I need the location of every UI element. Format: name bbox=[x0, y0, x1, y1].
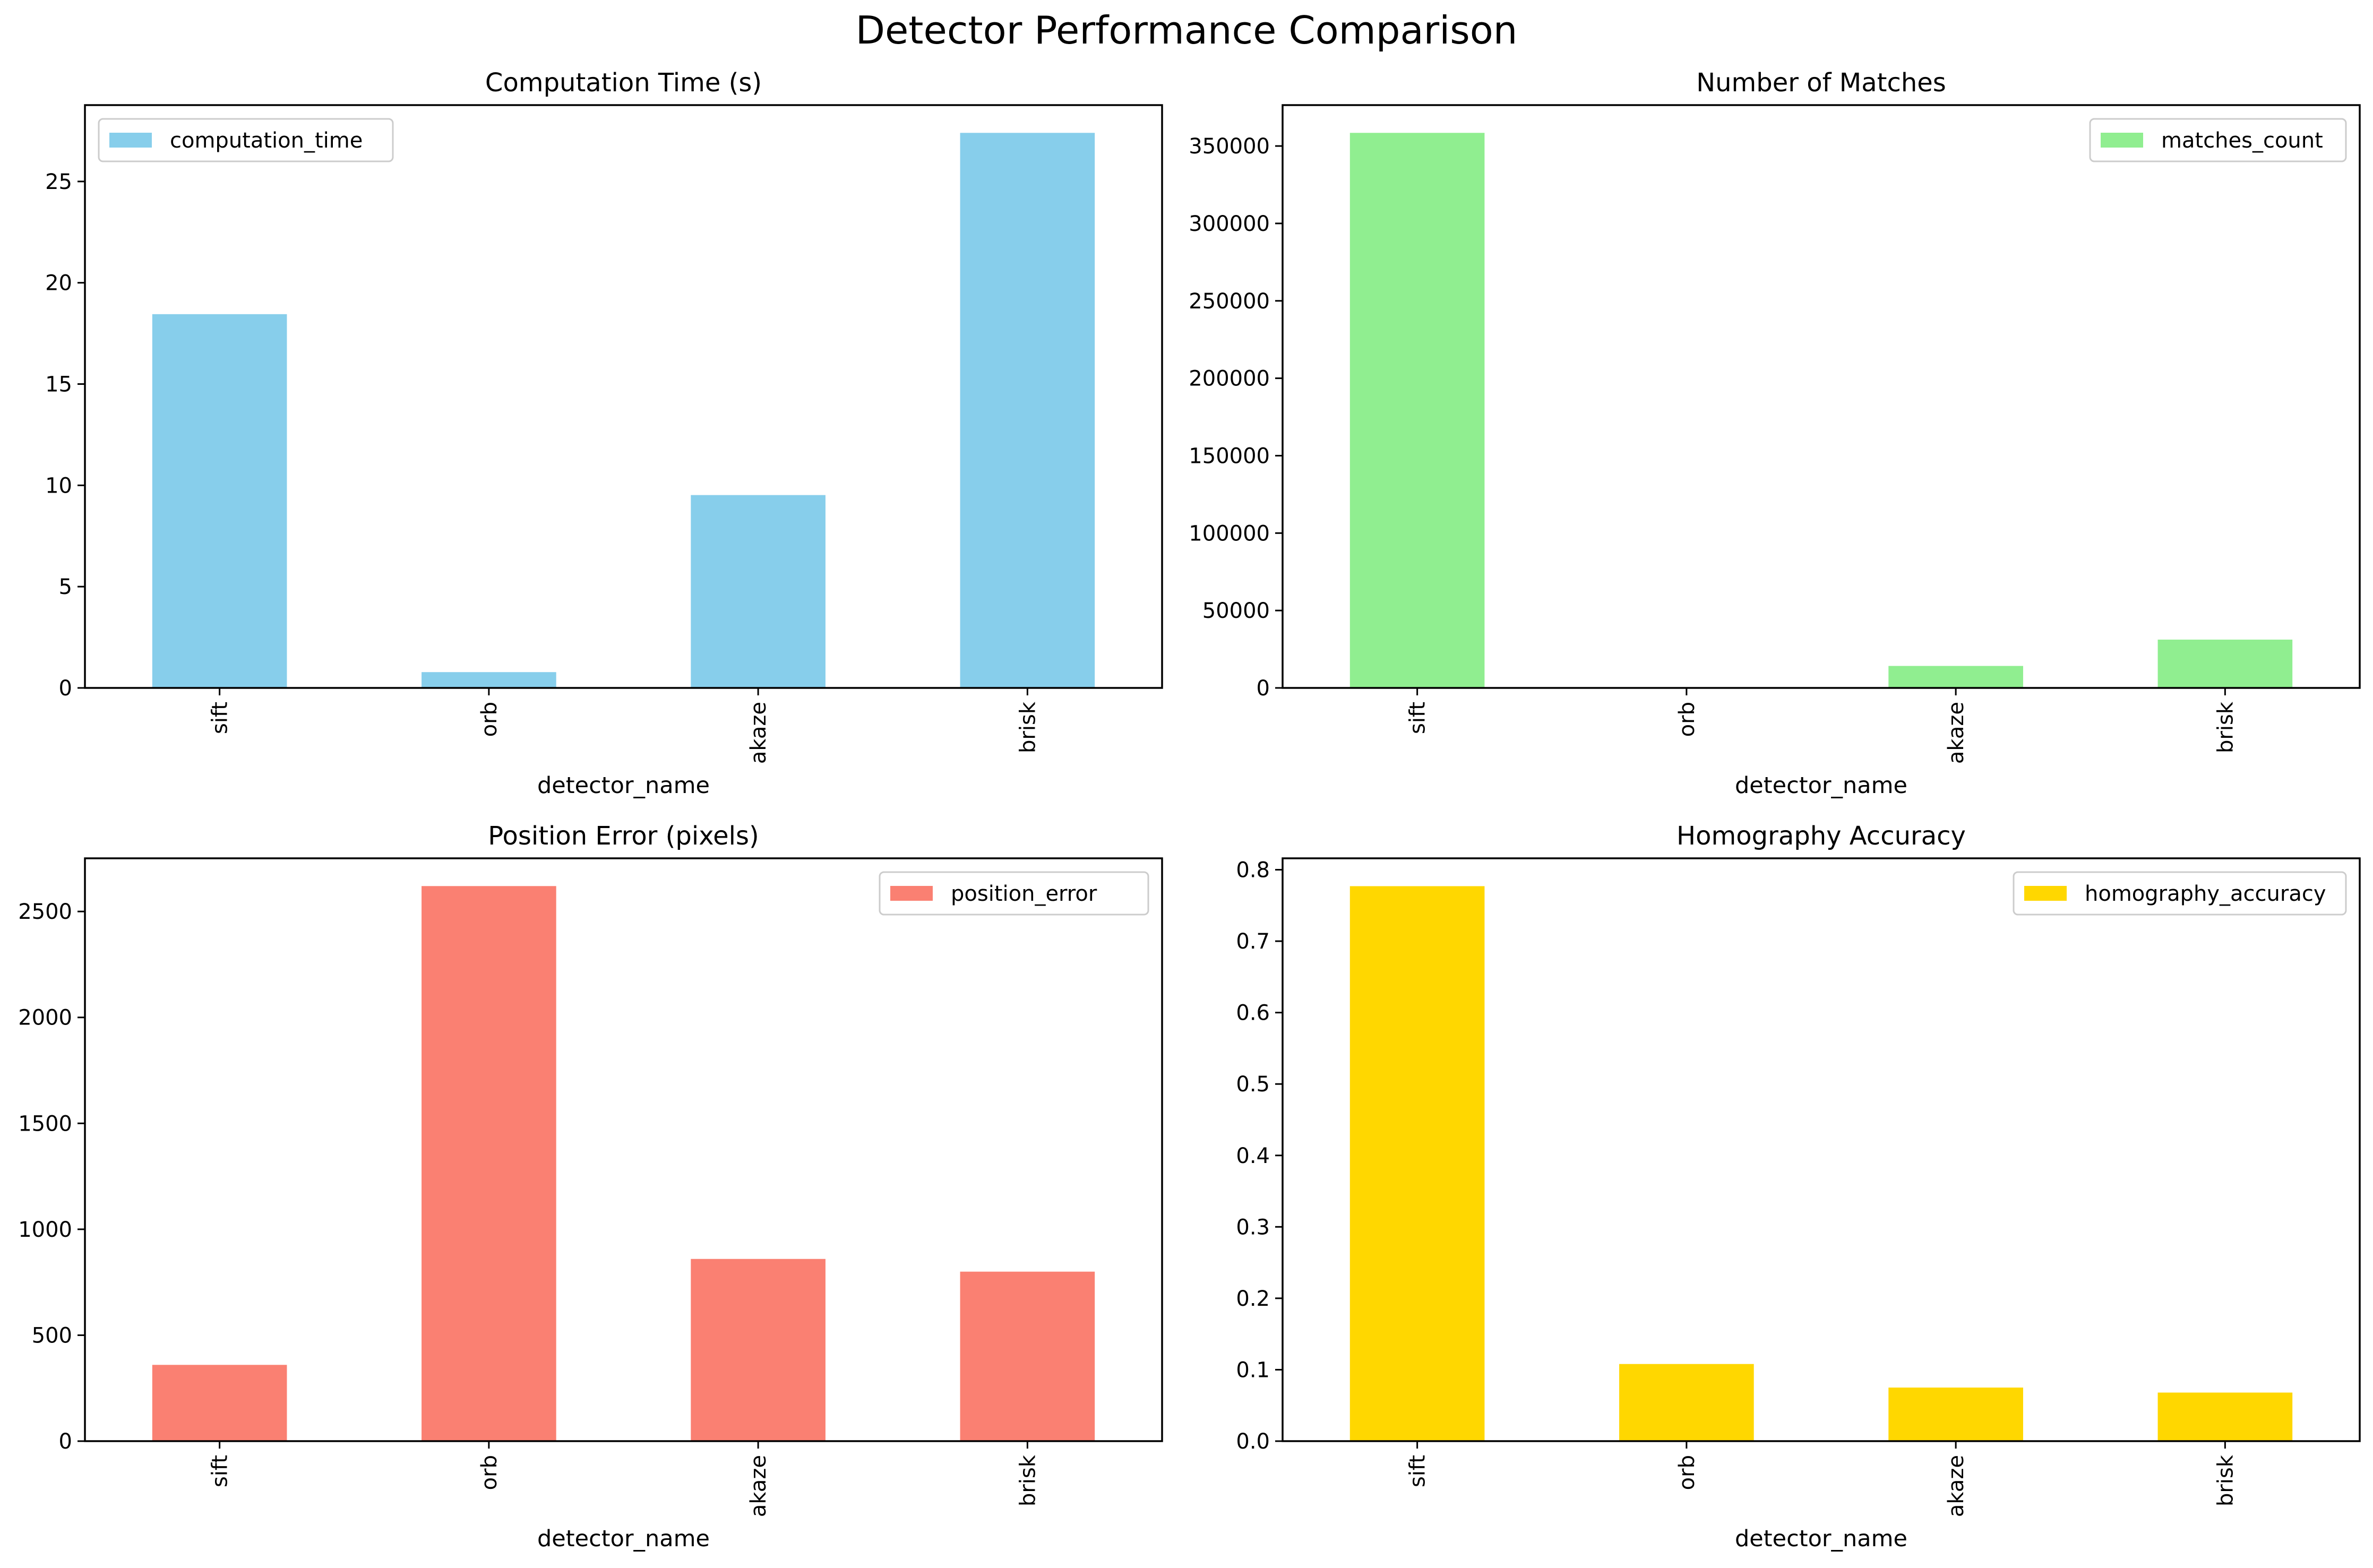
chart-2-title: Number of Matches bbox=[1696, 68, 1946, 98]
chart-4-homography-accuracy: Homography Accuracy 0.0 0.1 0.2 0.3 0.4 0.5 0.6… bbox=[1236, 821, 2361, 1552]
chart-2-legend-swatch bbox=[2101, 133, 2143, 148]
chart-4-title: Homography Accuracy bbox=[1676, 821, 1966, 851]
subplot-grid: Computation Time (s) 0 5 10 15 20 25 sift orb aka… bbox=[18, 68, 2361, 1552]
chart-4-legend-box bbox=[2013, 871, 2347, 916]
chart-2-ytick-label: 200000 bbox=[1189, 367, 1270, 391]
chart-3-legend-box bbox=[879, 871, 1149, 916]
chart-4-ytick-label: 0.1 bbox=[1236, 1358, 1270, 1382]
chart-1-legend-box bbox=[98, 118, 394, 162]
chart-2-xtick-label-orb: orb bbox=[1675, 702, 1699, 737]
chart-1-ytick-label: 0 bbox=[59, 676, 72, 701]
chart-3-xlabel: detector_name bbox=[537, 1526, 710, 1552]
chart-4-ytick-label: 0.5 bbox=[1236, 1072, 1270, 1097]
chart-4-xlabel: detector_name bbox=[1735, 1526, 1907, 1552]
chart-2-legend-box bbox=[2089, 118, 2347, 162]
chart-4-ytick-label: 0.2 bbox=[1236, 1287, 1270, 1311]
chart-4-legend: homography_accuracy bbox=[2013, 871, 2347, 916]
chart-4-ytick-label: 0.8 bbox=[1236, 858, 1270, 883]
chart-3-axes-frame bbox=[84, 857, 1163, 1442]
chart-1-bar-brisk bbox=[960, 133, 1095, 688]
chart-3-ytick-label: 2500 bbox=[18, 900, 72, 924]
chart-1-legend-label: computation_time bbox=[170, 128, 363, 153]
chart-3-xtick-label-akaze: akaze bbox=[746, 1455, 771, 1517]
chart-1-xtick-label-orb: orb bbox=[477, 702, 502, 737]
chart-4-bar-sift bbox=[1349, 886, 1485, 1441]
chart-1-xtick-label-akaze: akaze bbox=[746, 702, 771, 764]
chart-3-bar-akaze bbox=[691, 1259, 826, 1441]
chart-2-ytick-label: 150000 bbox=[1189, 444, 1270, 468]
chart-3-ytick-label: 500 bbox=[32, 1323, 72, 1348]
chart-3-ytick-label: 1000 bbox=[18, 1218, 72, 1242]
chart-1-xtick-label-sift: sift bbox=[208, 702, 233, 734]
chart-2-ytick-label: 100000 bbox=[1189, 521, 1270, 546]
chart-1-bar-orb bbox=[422, 672, 556, 688]
chart-4-ytick-label: 0.7 bbox=[1236, 929, 1270, 954]
chart-4-xtick-label-sift: sift bbox=[1406, 1455, 1430, 1487]
chart-3-xtick-label-brisk: brisk bbox=[1016, 1454, 1040, 1506]
figure-title: Detector Performance Comparison bbox=[856, 8, 1518, 53]
chart-2-ytick-label: 350000 bbox=[1189, 134, 1270, 159]
chart-2-ytick-label: 50000 bbox=[1202, 599, 1270, 623]
chart-1-ytick-label: 10 bbox=[45, 473, 72, 498]
chart-2-ytick-label: 300000 bbox=[1189, 212, 1270, 236]
chart-3-title: Position Error (pixels) bbox=[488, 821, 759, 851]
chart-2-axes-frame bbox=[1282, 104, 2361, 689]
chart-1-xtick-label-brisk: brisk bbox=[1016, 701, 1040, 753]
chart-3-xtick-label-orb: orb bbox=[477, 1455, 502, 1490]
chart-4-xtick-label-brisk: brisk bbox=[2213, 1454, 2238, 1506]
chart-1-ytick-label: 25 bbox=[45, 170, 72, 194]
chart-3-ytick-label: 1500 bbox=[18, 1112, 72, 1136]
chart-1-bar-sift bbox=[152, 314, 287, 688]
chart-4-legend-swatch bbox=[2024, 886, 2067, 901]
chart-1-computation-time-s: Computation Time (s) 0 5 10 15 20 25 sift orb aka… bbox=[45, 68, 1163, 799]
chart-3-bar-orb bbox=[422, 886, 556, 1441]
chart-2-xlabel: detector_name bbox=[1735, 772, 1907, 799]
chart-4-ytick-label: 0.6 bbox=[1236, 1001, 1270, 1026]
chart-3-ytick-label: 2000 bbox=[18, 1006, 72, 1030]
chart-3-xtick-label-sift: sift bbox=[208, 1455, 233, 1487]
chart-3-bar-sift bbox=[152, 1365, 287, 1441]
chart-4-axes-frame bbox=[1282, 857, 2361, 1442]
chart-3-bar-brisk bbox=[960, 1271, 1095, 1441]
chart-4-xtick-label-orb: orb bbox=[1675, 1455, 1699, 1490]
chart-2-ytick-label: 250000 bbox=[1189, 289, 1270, 314]
chart-1-bar-akaze bbox=[691, 495, 826, 688]
chart-2-xtick-label-akaze: akaze bbox=[1944, 702, 1968, 764]
chart-2-xtick-label-sift: sift bbox=[1406, 702, 1430, 734]
chart-1-legend: computation_time bbox=[98, 118, 394, 162]
chart-4-legend-label: homography_accuracy bbox=[2085, 882, 2326, 906]
chart-3-ytick-label: 0 bbox=[59, 1429, 72, 1454]
chart-1-ytick-label: 15 bbox=[45, 373, 72, 397]
chart-4-bar-orb bbox=[1619, 1364, 1754, 1441]
chart-1-ytick-label: 20 bbox=[45, 271, 72, 296]
chart-1-ytick-label: 5 bbox=[59, 575, 72, 599]
chart-2-number-of-matches: Number of Matches 0 50000 100000 150000 20000… bbox=[1189, 68, 2361, 799]
chart-3-legend-label: position_error bbox=[951, 882, 1097, 906]
chart-2-bar-sift bbox=[1349, 133, 1485, 688]
chart-2-legend: matches_count bbox=[2089, 118, 2347, 162]
chart-1-legend-swatch bbox=[109, 133, 152, 148]
chart-2-legend-label: matches_count bbox=[2161, 128, 2323, 153]
chart-3-legend-swatch bbox=[890, 886, 933, 901]
chart-4-ytick-label: 0.4 bbox=[1236, 1144, 1270, 1168]
chart-4-bar-brisk bbox=[2157, 1392, 2293, 1441]
chart-3-legend: position_error bbox=[879, 871, 1149, 916]
chart-4-ytick-label: 0.3 bbox=[1236, 1215, 1270, 1239]
chart-2-ytick-label: 0 bbox=[1257, 676, 1270, 701]
chart-4-ytick-label: 0.0 bbox=[1236, 1429, 1270, 1454]
chart-3-position-error-pixels: Position Error (pixels) 0 500 1000 1500 2000 2… bbox=[18, 821, 1163, 1552]
chart-4-xtick-label-akaze: akaze bbox=[1944, 1455, 1968, 1517]
chart-1-title: Computation Time (s) bbox=[485, 68, 762, 98]
chart-2-bar-akaze bbox=[1888, 666, 2023, 688]
chart-2-xtick-label-brisk: brisk bbox=[2213, 701, 2238, 753]
chart-4-bar-akaze bbox=[1888, 1388, 2023, 1441]
chart-2-bar-brisk bbox=[2157, 639, 2293, 688]
chart-1-axes-frame bbox=[84, 104, 1163, 689]
chart-1-xlabel: detector_name bbox=[537, 772, 710, 799]
